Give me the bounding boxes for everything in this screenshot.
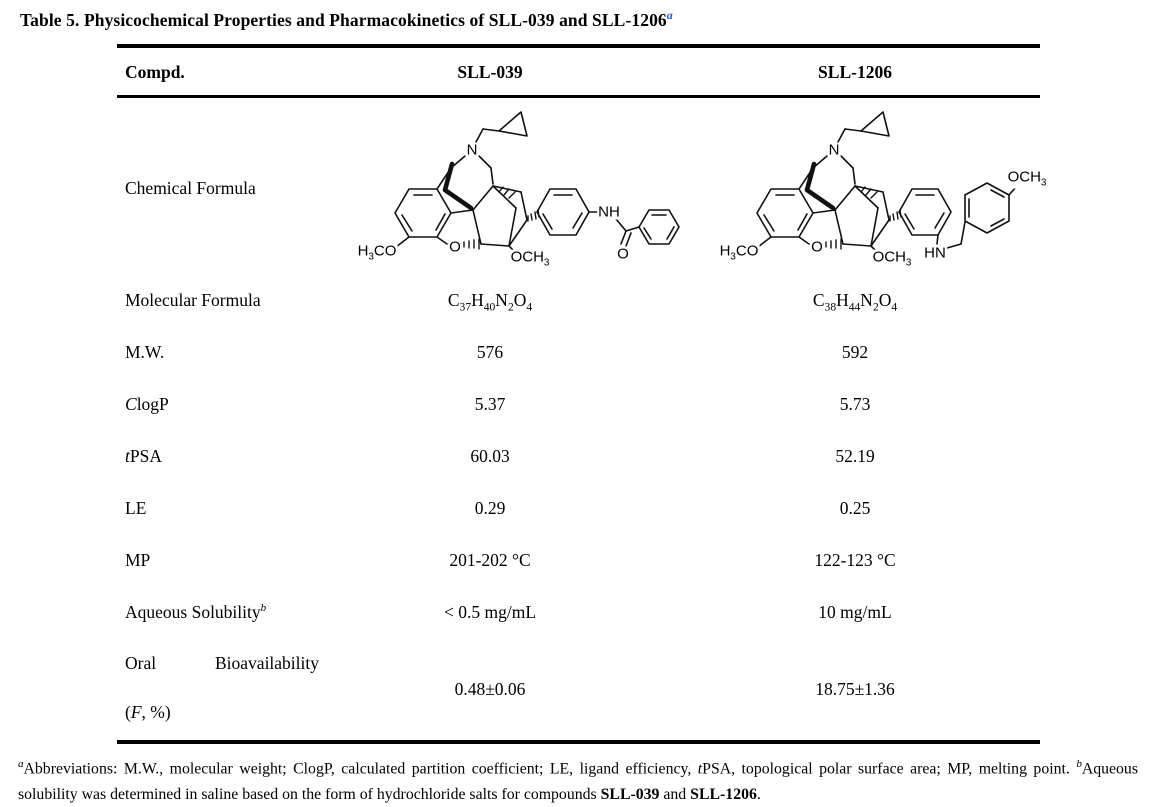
solubility-sll1206: 10 mg/mL (818, 602, 892, 622)
bioavailability-sll1206: 18.75±1.36 (815, 679, 895, 699)
table-title-text: Table 5. Physicochemical Properties and … (20, 9, 667, 30)
le-sll039: 0.29 (474, 498, 506, 518)
footnote-marker-b: b (1076, 758, 1082, 770)
sll1206-h3co-label: H3CO (718, 242, 760, 263)
sll039-n-label: N (465, 141, 479, 159)
le-sll1206: 0.25 (839, 498, 871, 518)
row-label-molecular-formula: Molecular Formula (125, 290, 261, 310)
sll039-nh-label: NH (597, 203, 621, 221)
row-label-mw: M.W. (125, 342, 165, 362)
header-compound: Compd. (125, 62, 185, 82)
molecular-formula-sll1206: C38H44N2O4 (812, 290, 898, 314)
solubility-sll039: < 0.5 mg/mL (443, 602, 537, 622)
header-sll-1206: SLL-1206 (818, 62, 892, 82)
molecular-formula-sll039: C37H40N2O4 (447, 290, 533, 314)
table-footnote: aAbbreviations: M.W., molecular weight; … (18, 758, 1138, 803)
mp-sll1206: 122-123 °C (814, 550, 896, 570)
table-title: Table 5. Physicochemical Properties and … (20, 8, 673, 31)
row-label-mp: MP (125, 550, 151, 570)
row-label-oral: Oral (125, 653, 157, 673)
tpsa-sll1206: 52.19 (835, 446, 875, 466)
tpsa-sll039: 60.03 (470, 446, 510, 466)
clogp-sll1206: 5.73 (839, 394, 871, 414)
table-bottom-rule (117, 740, 1040, 744)
sll039-furan-o-label: O (448, 238, 462, 256)
footnote-marker-a: a (18, 758, 24, 770)
sll1206-hn-label: HN (923, 244, 947, 262)
sll1206-och3-label: OCH3 (871, 248, 913, 269)
sll-1206-structure: N H3CO O OCH3 HN OCH3 (695, 98, 1050, 276)
footnote-bold-sll1206: SLL-1206 (690, 785, 757, 803)
clogp-sll039: 5.37 (474, 394, 506, 414)
table-top-rule (117, 44, 1040, 48)
header-sll-039: SLL-039 (457, 62, 523, 82)
mw-sll1206: 592 (841, 342, 869, 362)
mw-sll039: 576 (476, 342, 504, 362)
sll1206-benzyl-och3-label: OCH3 (1006, 168, 1048, 189)
table-title-footnote-marker: a (666, 8, 673, 22)
row-label-clogp: ClogP (125, 394, 169, 414)
bioavailability-sll039: 0.48±0.06 (454, 679, 526, 699)
sll-039-structure: N H3CO O OCH3 NH O (333, 98, 688, 276)
sll039-och3-label: OCH3 (509, 248, 551, 269)
sll039-h3co-label: H3CO (356, 242, 398, 263)
row-label-bioavailability: Bioavailability (215, 653, 320, 673)
row-label-f-percent: (F, %) (125, 702, 171, 722)
row-label-le: LE (125, 498, 147, 518)
footnote-bold-sll039: SLL-039 (600, 785, 660, 803)
sll1206-n-label: N (827, 141, 841, 159)
table-header-rule (117, 95, 1040, 98)
row-label-tpsa: tPSA (125, 446, 162, 466)
row-label-aqueous-solubility: Aqueous Solubilityb (125, 602, 267, 622)
row-label-chemical-formula: Chemical Formula (125, 178, 256, 198)
sll039-carbonyl-o-label: O (616, 245, 630, 263)
mp-sll039: 201-202 °C (449, 550, 531, 570)
sll1206-furan-o-label: O (810, 238, 824, 256)
sll-1206-structure-drawing (756, 111, 1017, 255)
